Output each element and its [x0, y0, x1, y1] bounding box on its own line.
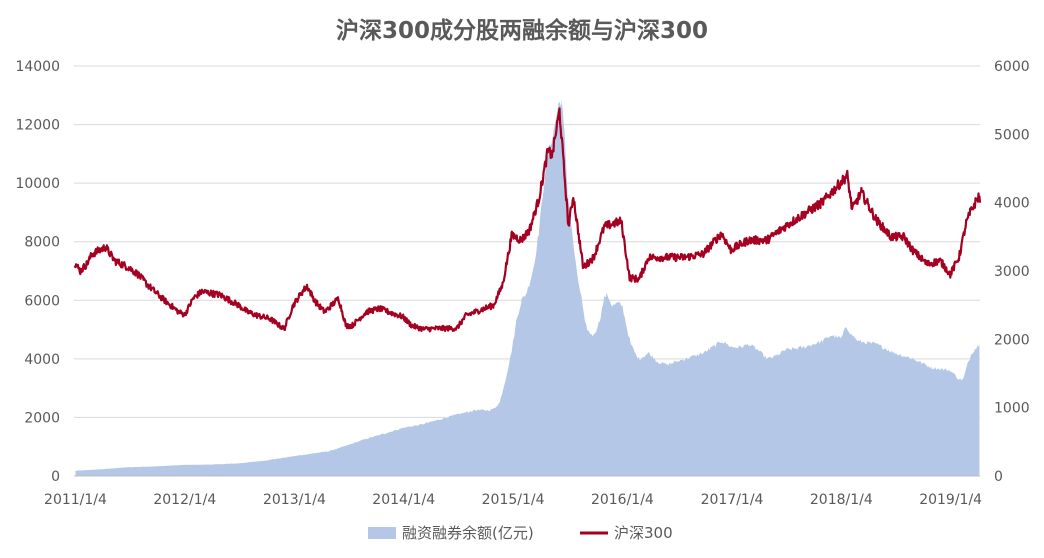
margin-balance-area: [75, 100, 980, 477]
left-tick-label: 14000: [15, 59, 60, 75]
x-tick-label: 2016/1/4: [591, 492, 654, 508]
left-tick-label: 4000: [24, 352, 60, 368]
right-tick-label: 1000: [994, 401, 1030, 417]
right-tick-label: 5000: [994, 127, 1030, 143]
right-tick-label: 2000: [994, 332, 1030, 348]
right-tick-label: 3000: [994, 264, 1030, 280]
left-tick-label: 10000: [15, 176, 60, 192]
x-tick-label: 2011/1/4: [44, 492, 107, 508]
left-tick-label: 0: [51, 469, 60, 485]
chart-title: 沪深300成分股两融余额与沪深300: [336, 17, 708, 44]
hs300-line-layer: [73, 107, 982, 333]
right-y-axis-ticks: 0 1000 2000 3000 4000 5000 6000: [994, 59, 1030, 485]
right-tick-label: 4000: [994, 196, 1030, 212]
legend-swatch-margin-balance: [368, 527, 396, 539]
left-tick-label: 6000: [24, 293, 60, 309]
hs300-line: [73, 107, 982, 333]
right-tick-label: 6000: [994, 59, 1030, 75]
legend-label-hs300: 沪深300: [614, 524, 673, 542]
x-tick-label: 2018/1/4: [810, 492, 873, 508]
left-tick-label: 2000: [24, 410, 60, 426]
x-tick-label: 2015/1/4: [482, 492, 545, 508]
margin-balance-area-layer: [75, 100, 980, 477]
x-tick-label: 2014/1/4: [372, 492, 435, 508]
left-tick-label: 12000: [15, 118, 60, 134]
left-tick-label: 8000: [24, 235, 60, 251]
left-y-axis-ticks: 0 2000 4000 6000 8000 10000 12000 14000: [15, 59, 60, 485]
x-axis-ticks: 2011/1/4 2012/1/4 2013/1/4 2014/1/4 2015/1/4…: [44, 475, 982, 508]
legend: 融资融券余额(亿元) 沪深300: [368, 524, 673, 542]
x-tick-label: 2013/1/4: [263, 492, 326, 508]
x-tick-label: 2017/1/4: [701, 492, 764, 508]
legend-label-margin-balance: 融资融券余额(亿元): [402, 524, 534, 542]
right-tick-label: 0: [994, 469, 1003, 485]
x-tick-label: 2012/1/4: [153, 492, 216, 508]
x-tick-label: 2019/1/4: [919, 492, 982, 508]
